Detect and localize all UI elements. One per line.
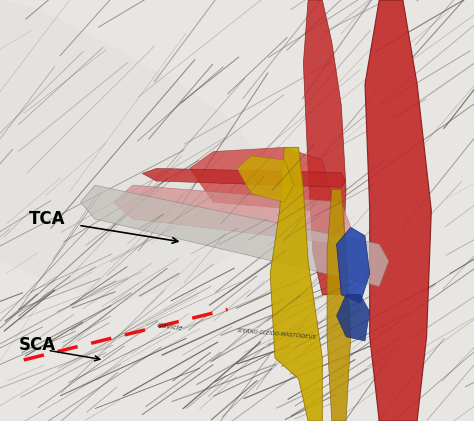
Polygon shape bbox=[81, 185, 389, 286]
Polygon shape bbox=[142, 168, 346, 187]
Polygon shape bbox=[337, 227, 370, 303]
Polygon shape bbox=[237, 156, 294, 202]
Polygon shape bbox=[270, 147, 322, 421]
Polygon shape bbox=[327, 189, 351, 421]
Text: STERNO-CLEIDO-MASTOIDEUS: STERNO-CLEIDO-MASTOIDEUS bbox=[237, 328, 317, 340]
Polygon shape bbox=[365, 0, 431, 421]
Polygon shape bbox=[303, 0, 346, 295]
Text: TCA: TCA bbox=[28, 210, 65, 228]
Polygon shape bbox=[190, 147, 332, 210]
Polygon shape bbox=[114, 185, 351, 244]
Polygon shape bbox=[0, 0, 265, 303]
Text: SCA: SCA bbox=[19, 336, 56, 354]
Text: clavicle: clavicle bbox=[156, 322, 183, 331]
Polygon shape bbox=[337, 295, 370, 341]
